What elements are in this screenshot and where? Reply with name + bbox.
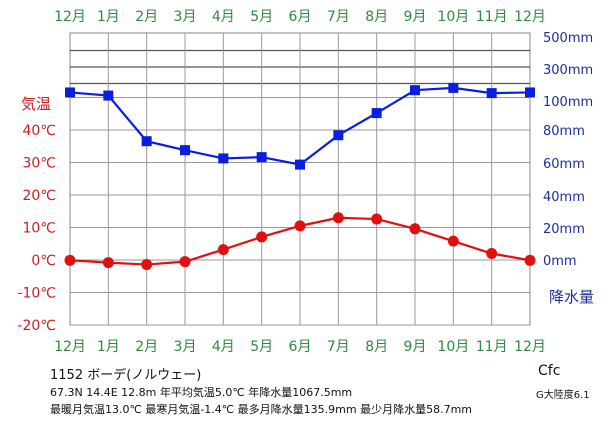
precipitation-point-12 xyxy=(525,87,535,98)
month-label-top-10: 10月 xyxy=(437,9,469,25)
temperature-tick-5: -10℃ xyxy=(17,286,56,302)
temperature-point-2 xyxy=(141,259,153,271)
month-label-top-1: 1月 xyxy=(97,9,120,25)
month-label-top-7: 7月 xyxy=(327,9,350,25)
temperature-point-8 xyxy=(371,213,383,225)
month-label-top-8: 8月 xyxy=(365,9,388,25)
precipitation-point-1 xyxy=(103,90,114,101)
month-label-top-11: 11月 xyxy=(476,9,508,25)
precipitation-point-11 xyxy=(486,88,497,99)
temperature-point-5 xyxy=(256,231,268,243)
continentality-index: G大陸度6.1 xyxy=(536,390,590,401)
precipitation-point-9 xyxy=(410,85,420,96)
temperature-point-7 xyxy=(332,212,344,224)
temperature-tick-3: 10℃ xyxy=(22,221,56,237)
month-label-top-4: 4月 xyxy=(212,9,235,25)
precipitation-point-8 xyxy=(371,108,382,119)
month-label-bottom-1: 1月 xyxy=(97,339,120,355)
month-label-bottom-12: 12月 xyxy=(514,339,546,355)
precipitation-point-0 xyxy=(65,87,75,98)
temperature-axis-title: 気温 xyxy=(21,95,51,113)
month-label-bottom-8: 8月 xyxy=(365,339,388,355)
month-label-bottom-4: 4月 xyxy=(212,339,235,355)
month-label-bottom-6: 6月 xyxy=(289,339,312,355)
temperature-tick-6: -20℃ xyxy=(17,318,56,334)
temperature-point-6 xyxy=(294,220,306,232)
temperature-tick-0: 40℃ xyxy=(22,123,56,139)
temperature-tick-2: 20℃ xyxy=(22,188,56,204)
month-label-top-5: 5月 xyxy=(250,9,273,25)
temperature-point-0 xyxy=(64,254,76,266)
month-label-top-2: 2月 xyxy=(135,9,158,25)
station-name: 1152 ボーデ(ノルウェー) xyxy=(50,368,202,383)
precipitation-tick-3: 80mm xyxy=(543,124,585,139)
month-label-bottom-3: 3月 xyxy=(174,339,197,355)
station-coordinates-summary: 67.3N 14.4E 12.8m 年平均気温5.0℃ 年降水量1067.5mm xyxy=(50,386,353,399)
precipitation-tick-7: 0mm xyxy=(543,254,577,269)
temperature-point-10 xyxy=(447,235,459,247)
precipitation-tick-5: 40mm xyxy=(543,190,585,205)
climate-classification: Cfc xyxy=(538,363,561,379)
temperature-point-12 xyxy=(524,254,536,266)
precipitation-point-2 xyxy=(141,136,152,147)
precipitation-axis-title: 降水量 xyxy=(549,288,594,306)
temperature-tick-1: 30℃ xyxy=(22,156,56,172)
month-label-bottom-10: 10月 xyxy=(437,339,469,355)
precipitation-tick-0: 500mm xyxy=(543,31,593,46)
month-label-top-0: 12月 xyxy=(54,9,86,25)
month-label-top-6: 6月 xyxy=(289,9,312,25)
precipitation-point-6 xyxy=(295,159,305,170)
precipitation-point-10 xyxy=(448,82,459,93)
precipitation-point-7 xyxy=(333,130,344,141)
precipitation-tick-2: 100mm xyxy=(543,95,593,110)
month-label-top-3: 3月 xyxy=(174,9,197,25)
precipitation-point-4 xyxy=(218,153,229,164)
month-label-bottom-11: 11月 xyxy=(476,339,508,355)
month-label-bottom-0: 12月 xyxy=(54,339,86,355)
temperature-point-1 xyxy=(102,257,114,269)
month-label-bottom-7: 7月 xyxy=(327,339,350,355)
precipitation-point-5 xyxy=(256,152,267,163)
temperature-point-11 xyxy=(486,248,498,259)
month-label-top-9: 9月 xyxy=(404,9,427,25)
month-label-bottom-9: 9月 xyxy=(404,339,427,355)
month-label-bottom-5: 5月 xyxy=(250,339,273,355)
temperature-point-4 xyxy=(217,244,229,256)
month-label-top-12: 12月 xyxy=(514,9,546,25)
month-label-bottom-2: 2月 xyxy=(135,339,158,355)
temperature-tick-4: 0℃ xyxy=(31,253,56,269)
precipitation-point-3 xyxy=(180,145,190,156)
precipitation-tick-4: 60mm xyxy=(543,157,585,172)
temperature-point-9 xyxy=(409,223,421,235)
precipitation-tick-6: 20mm xyxy=(543,222,585,237)
station-extremes-summary: 最暖月気温13.0℃ 最寒月気温-1.4℃ 最多月降水量135.9mm 最少月降… xyxy=(50,403,472,416)
precipitation-tick-1: 300mm xyxy=(543,63,593,78)
temperature-point-3 xyxy=(179,256,191,268)
